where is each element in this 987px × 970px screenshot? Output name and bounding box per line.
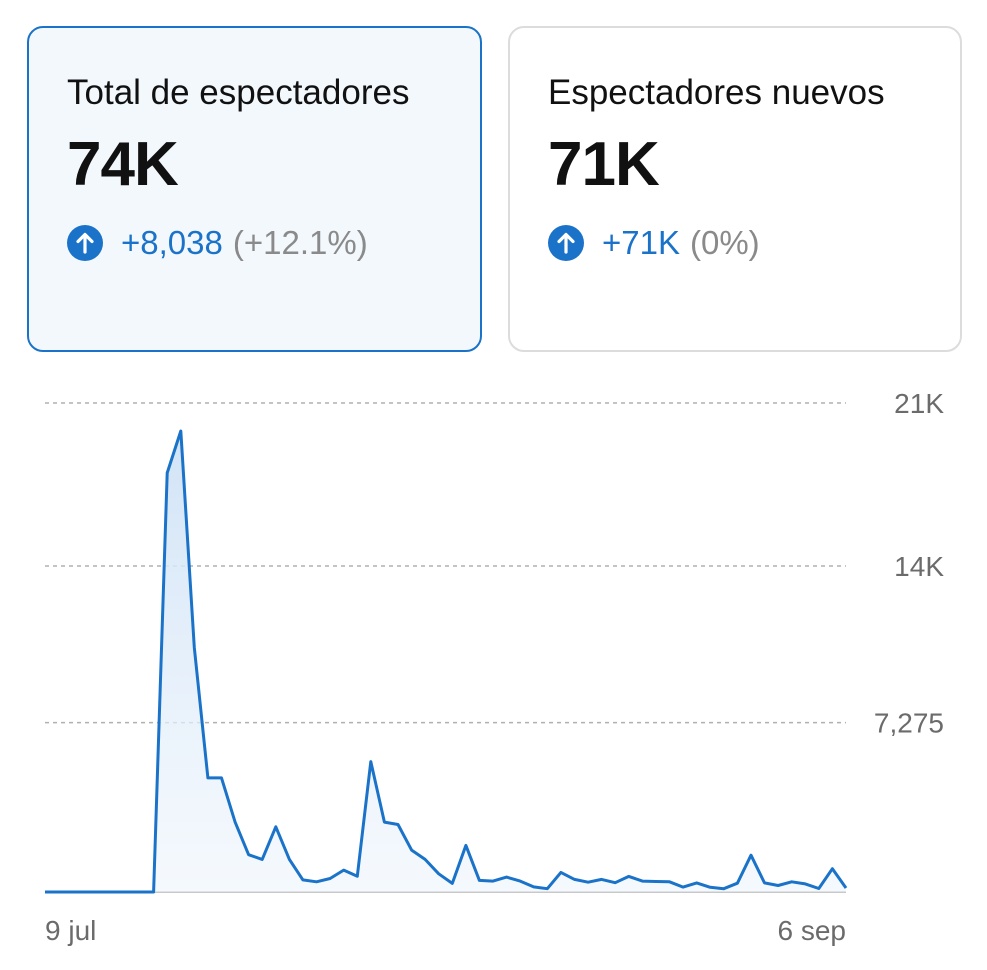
data-point: [491, 879, 495, 883]
data-point: [287, 857, 291, 861]
data-point: [233, 820, 237, 824]
card-value: 71K: [548, 130, 660, 199]
delta-absolute: +71K: [602, 224, 680, 261]
data-point: [450, 881, 454, 885]
data-point: [274, 825, 278, 829]
data-point: [70, 890, 74, 894]
data-point: [369, 760, 373, 764]
data-point: [124, 890, 128, 894]
data-point: [437, 872, 441, 876]
arrow-up-circle-icon: [548, 225, 584, 261]
data-point: [803, 882, 807, 886]
y-tick-label: 14K: [894, 551, 944, 582]
data-point: [559, 870, 563, 874]
data-point: [477, 878, 481, 882]
total-viewers-card[interactable]: Total de espectadores 74K +8,038 (+12.1%…: [27, 26, 482, 352]
data-point: [84, 890, 88, 894]
card-delta: +71K (0%): [548, 224, 922, 262]
data-point: [749, 853, 753, 857]
y-tick-label: 7,275: [874, 708, 944, 739]
data-point: [776, 883, 780, 887]
card-title: Total de espectadores: [67, 73, 410, 112]
arrow-up-circle-icon: [67, 225, 103, 261]
data-point: [613, 881, 617, 885]
data-point: [708, 885, 712, 889]
data-point: [111, 890, 115, 894]
data-point: [586, 880, 590, 884]
data-point: [668, 880, 672, 884]
delta-percent: (+12.1%): [232, 224, 368, 261]
data-point: [165, 471, 169, 475]
data-point: [152, 890, 156, 894]
data-point: [57, 890, 61, 894]
data-point: [97, 890, 101, 894]
new-viewers-card[interactable]: Espectadores nuevos 71K +71K (0%): [508, 26, 962, 352]
delta-percent: (0%): [690, 224, 760, 261]
data-point: [328, 876, 332, 880]
data-point: [260, 857, 264, 861]
card-delta: +8,038 (+12.1%): [67, 224, 442, 262]
series-line: [45, 429, 848, 894]
data-point: [844, 886, 848, 890]
card-title: Espectadores nuevos: [548, 73, 885, 112]
data-point: [315, 880, 319, 884]
data-point: [545, 887, 549, 891]
data-point: [735, 881, 739, 885]
data-point: [192, 646, 196, 650]
data-point: [396, 822, 400, 826]
data-point: [43, 890, 47, 894]
data-point: [219, 776, 223, 780]
data-point: [532, 885, 536, 889]
data-point: [790, 880, 794, 884]
data-point: [572, 877, 576, 881]
data-point: [138, 890, 142, 894]
card-value: 74K: [67, 130, 179, 199]
data-point: [681, 885, 685, 889]
data-point: [410, 848, 414, 852]
data-point: [627, 874, 631, 878]
data-point: [518, 879, 522, 883]
data-point: [763, 881, 767, 885]
data-point: [600, 877, 604, 881]
data-point: [817, 887, 821, 891]
viewers-line-chart: 7,275 14K 21K 9 jul 6 sep: [43, 388, 944, 946]
data-point: [382, 820, 386, 824]
data-point: [830, 867, 834, 871]
delta-absolute: +8,038: [121, 224, 223, 261]
data-point: [464, 843, 468, 847]
data-point: [695, 881, 699, 885]
data-point: [654, 880, 658, 884]
data-point: [301, 878, 305, 882]
data-point: [505, 875, 509, 879]
data-point: [179, 429, 183, 433]
data-point: [722, 887, 726, 891]
data-point: [206, 776, 210, 780]
data-point: [247, 853, 251, 857]
data-point: [355, 874, 359, 878]
data-point: [423, 857, 427, 861]
y-tick-label: 21K: [894, 388, 944, 419]
x-tick-label: 9 jul: [45, 915, 96, 946]
data-point: [640, 879, 644, 883]
data-point: [342, 868, 346, 872]
x-tick-label: 6 sep: [778, 915, 847, 946]
